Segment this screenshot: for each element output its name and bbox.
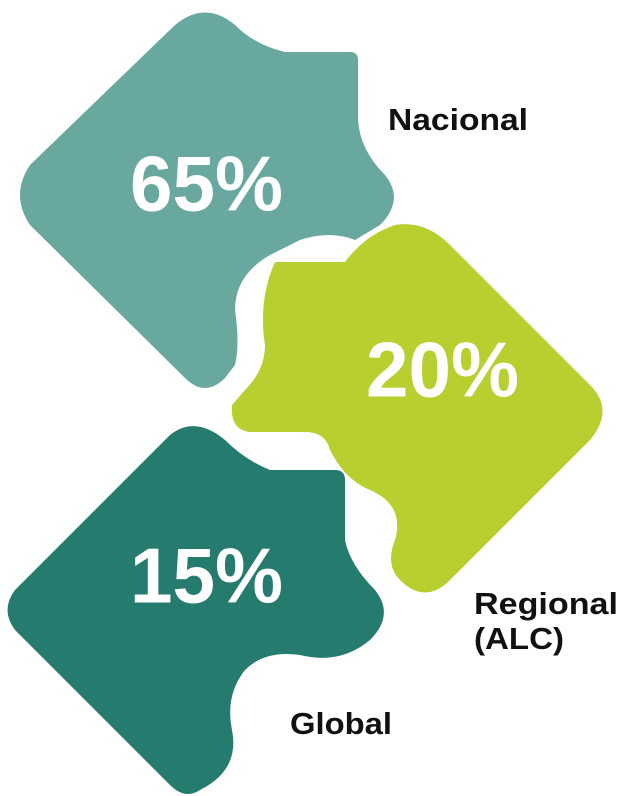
page: 65% 20% 15% Nacional Regional (ALC) Glob… xyxy=(0,0,622,796)
label: Nacional xyxy=(388,102,528,137)
label: Regional xyxy=(474,586,618,621)
label: Global xyxy=(290,706,392,741)
percentage: 65% xyxy=(130,140,283,228)
percentage: 20% xyxy=(366,326,519,414)
label: (ALC) xyxy=(474,621,564,656)
percentage: 15% xyxy=(130,532,283,620)
infographic: 65% 20% 15% Nacional Regional (ALC) Glob… xyxy=(0,0,622,796)
